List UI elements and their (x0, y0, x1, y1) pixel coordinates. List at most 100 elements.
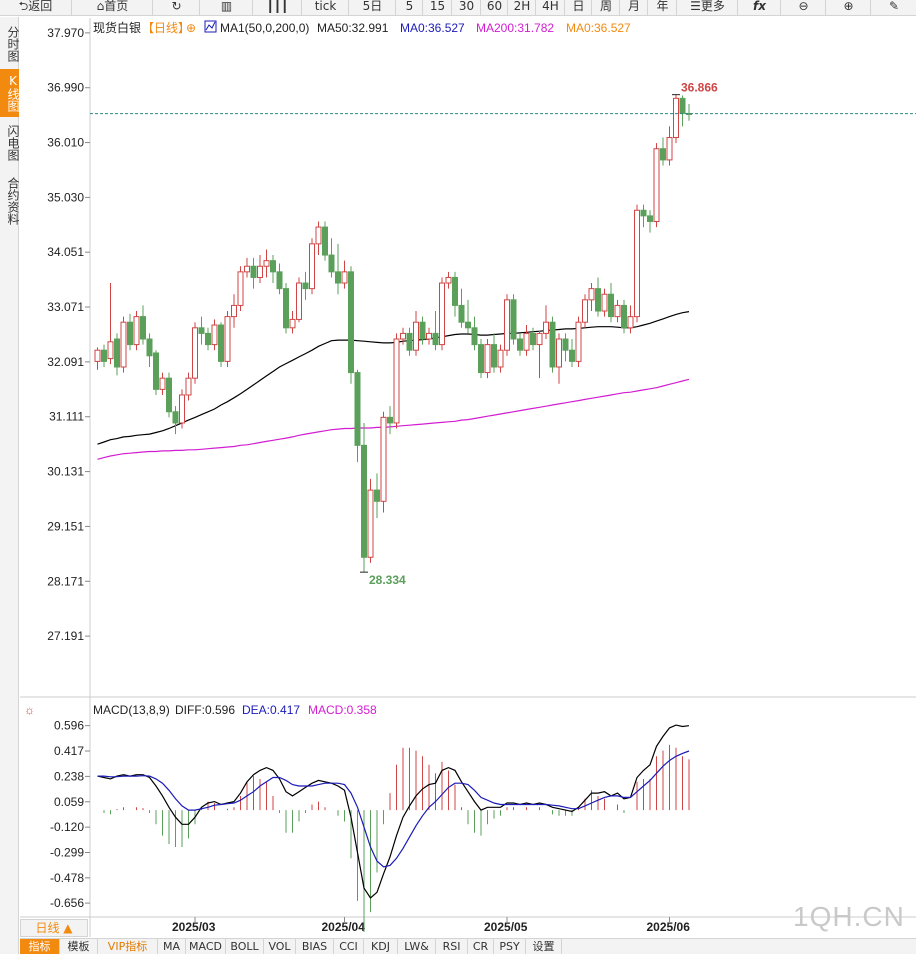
tab-timeshare[interactable]: 分时图 (6, 26, 20, 62)
legend-ma-name: MA1(50,0,200,0) (220, 21, 309, 35)
zoom-out-button[interactable]: ⊖ (782, 0, 826, 15)
period-2h-button[interactable]: 2H (509, 0, 536, 15)
macd-y-tick-label: 0.059 (54, 795, 84, 809)
tab-cci[interactable]: CCI (334, 939, 364, 954)
candle-down (387, 416, 393, 424)
candle-up (523, 332, 530, 351)
period-selector[interactable]: 日线 ▲ (20, 919, 88, 937)
candle-down (166, 377, 172, 413)
macd-settings-icon[interactable]: ☼ (24, 703, 35, 717)
candle-down (549, 321, 556, 368)
zoom-in-button[interactable]: ⊕ (827, 0, 871, 15)
tab-ma[interactable]: MA (158, 939, 186, 954)
more-button[interactable]: ☰更多 (678, 0, 738, 15)
tab-kdj[interactable]: KDJ (364, 939, 398, 954)
candle-button[interactable]: ┃┃┃ (254, 0, 302, 15)
candle-down (452, 276, 458, 306)
legend-add-icon[interactable]: ⊕ (186, 21, 196, 35)
period-30m-button[interactable]: 30 (453, 0, 481, 15)
back-button[interactable]: ⮌返回 (0, 0, 72, 15)
indicator-settings-icon[interactable] (204, 20, 217, 33)
main-y-axis: 37.970 36.990 36.010 35.030 34.051 33.071 32.0… (47, 26, 90, 643)
candle-down (322, 226, 328, 256)
tab-settings[interactable]: 设置 (526, 939, 562, 954)
tab-psy[interactable]: PSY (494, 939, 526, 954)
x-axis: 2025/03 2025/04 2025/05 2025/06 (172, 917, 690, 934)
candle-up (536, 332, 543, 346)
legend-ma50: MA50:32.991 (317, 21, 389, 35)
candle-up (289, 318, 296, 329)
home-button[interactable]: ⌂首页 (73, 0, 153, 15)
refresh-button[interactable]: ↻ (154, 0, 200, 15)
period-4h-button[interactable]: 4H (537, 0, 565, 15)
period-60m-button[interactable]: 60 (482, 0, 508, 15)
candle-down (302, 282, 309, 290)
low-label: 28.334 (369, 573, 406, 587)
candle-down (465, 321, 471, 329)
y-tick-label: 33.071 (47, 300, 84, 314)
formula-button[interactable]: fx (739, 0, 781, 15)
period-week-button[interactable]: 周 (593, 0, 620, 15)
candle-down (640, 209, 647, 217)
candle-down (647, 215, 653, 222)
legend-ma0-a: MA0:36.527 (400, 21, 465, 35)
top-toolbar: ⮌返回 ⌂首页 ↻ ▥ ┃┃┃ tick 5日 5 15 30 60 2H 4H… (0, 0, 916, 16)
macd-legend-dea: DEA:0.417 (242, 703, 300, 717)
tab-vip-indicator[interactable]: VIP指标 (98, 939, 158, 954)
macd-y-tick-label: 0.596 (54, 719, 84, 733)
candle-down (250, 265, 257, 278)
tab-cr[interactable]: CR (468, 939, 494, 954)
candle-up (439, 282, 445, 346)
diff-line (97, 724, 690, 899)
candle-up (627, 316, 634, 329)
ma200-line (97, 378, 690, 460)
period-5d-button[interactable]: 5日 (350, 0, 396, 15)
candle-up (341, 271, 348, 284)
candle-up (504, 299, 510, 351)
candle-up (588, 288, 595, 301)
candle-up (575, 321, 582, 362)
tab-indicator[interactable]: 指标 (20, 939, 60, 954)
candle-down (569, 349, 575, 362)
macd-legend-name: MACD(13,8,9) (93, 703, 170, 717)
candle-up (426, 332, 432, 340)
period-month-button[interactable]: 月 (621, 0, 648, 15)
tab-macd[interactable]: MACD (186, 939, 226, 954)
tab-vol[interactable]: VOL (264, 939, 296, 954)
y-tick-label: 32.091 (47, 355, 84, 369)
candle-down (510, 299, 517, 340)
tab-rsi[interactable]: RSI (436, 939, 468, 954)
tab-boll[interactable]: BOLL (226, 939, 264, 954)
candle-up (211, 324, 218, 346)
candle-down (218, 324, 224, 362)
candle-down (491, 344, 497, 368)
candle-up (393, 338, 400, 424)
chart-type-button[interactable]: ▥ (201, 0, 253, 15)
tab-contract-info[interactable]: 合约资料 (6, 177, 20, 225)
tab-lwr[interactable]: LW& (398, 939, 436, 954)
candle-down (530, 332, 536, 346)
period-15m-button[interactable]: 15 (424, 0, 452, 15)
legend-ma0-b: MA0:36.527 (566, 21, 631, 35)
candle-down (276, 271, 283, 290)
tab-bias[interactable]: BIAS (296, 939, 334, 954)
period-year-button[interactable]: 年 (649, 0, 677, 15)
high-label: 36.866 (681, 81, 718, 95)
y-tick-label: 35.030 (47, 190, 84, 204)
candles (94, 94, 692, 573)
tab-template[interactable]: 模板 (60, 939, 98, 954)
ma50-line (97, 311, 690, 445)
macd-y-tick-label: 0.417 (54, 744, 84, 758)
candle-up (413, 321, 419, 351)
period-5m-button[interactable]: 5 (397, 0, 423, 15)
tab-kline[interactable]: K线图 (0, 69, 20, 117)
tick-button[interactable]: tick (303, 0, 349, 15)
draw-button[interactable]: ✎ (872, 0, 916, 15)
candle-up (179, 394, 185, 424)
candle-up (257, 265, 263, 278)
candle-down (621, 304, 627, 329)
macd-y-tick-label: -0.120 (50, 820, 84, 834)
tab-flash-chart[interactable]: 闪电图 (6, 125, 20, 161)
period-day-button[interactable]: 日 (566, 0, 592, 15)
